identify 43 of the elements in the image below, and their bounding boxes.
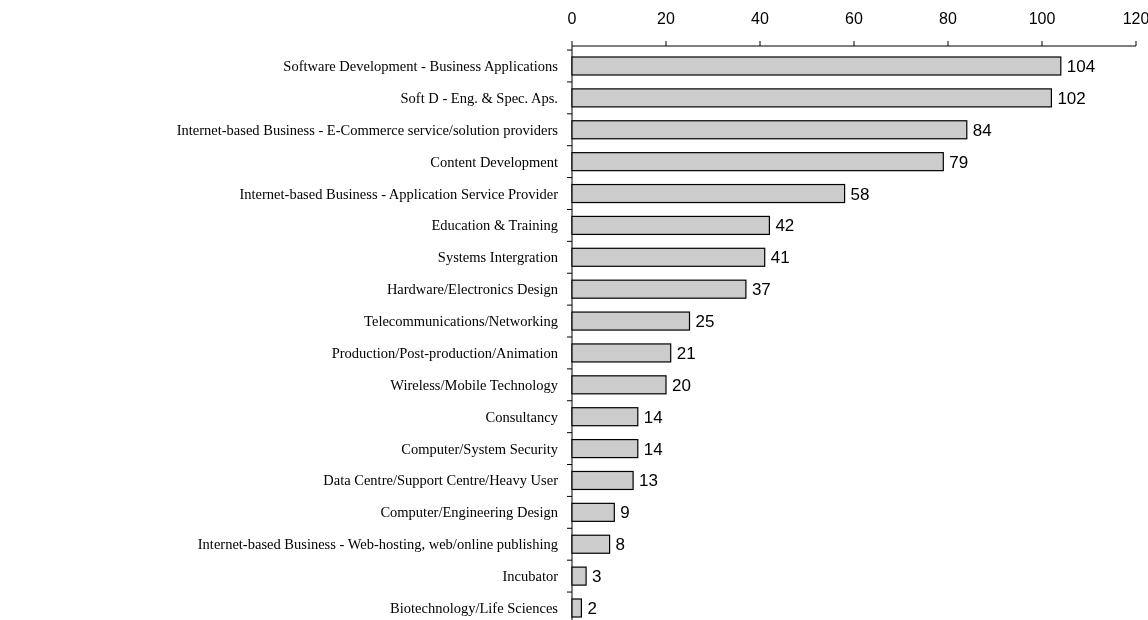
x-tick-label: 20: [657, 10, 675, 27]
x-tick-label: 40: [751, 10, 769, 27]
data-label: 42: [775, 216, 795, 236]
x-tick-label: 100: [1028, 10, 1056, 27]
data-label: 2: [587, 599, 597, 618]
data-label: 14: [643, 439, 663, 459]
data-label: 41: [770, 248, 790, 268]
y-tick-label: Hardware/Electronics Design: [386, 281, 559, 298]
data-label: 79: [949, 152, 969, 172]
y-tick-label: Education & Training: [431, 217, 558, 234]
y-tick-label: Wireless/Mobile Technology: [390, 376, 559, 393]
data-label: 8: [615, 535, 626, 555]
x-tick-label: 80: [939, 10, 957, 27]
data-label: 3: [592, 567, 602, 587]
data-label: 104: [1066, 57, 1096, 76]
data-label: 25: [695, 312, 715, 332]
data-label: 13: [639, 471, 659, 491]
y-tick-label: Production/Post-production/Animation: [331, 344, 559, 361]
data-label: 37: [751, 280, 771, 300]
y-tick-label: Internet-based Business - Web-hosting, web/online publishing: [197, 536, 558, 553]
y-tick-label: Software Development - Business Applications: [283, 58, 559, 74]
data-label: 21: [676, 343, 696, 363]
y-tick-label: Incubator: [502, 568, 559, 585]
y-tick-label: Computer/Engineering Design: [380, 504, 559, 521]
y-tick-label: Consultancy: [485, 408, 559, 425]
x-tick-label: 120: [1122, 10, 1148, 27]
y-tick-label: Internet-based Business - E-Commerce service/solution providers: [176, 121, 559, 138]
y-tick-label: Computer/System Security: [401, 440, 559, 457]
x-tick-label: 60: [845, 10, 863, 27]
y-tick-label: Internet-based Business - Application Service Provider: [239, 185, 559, 202]
data-label: 9: [620, 503, 630, 523]
x-tick-label: 0: [567, 10, 577, 27]
y-tick-label: Telecommunications/Networking: [364, 313, 558, 330]
y-tick-label: Content Development: [430, 153, 558, 170]
y-tick-label: Biotechnology/Life Sciences: [390, 600, 559, 616]
y-tick-label: Soft D - Eng. & Spec. Aps.: [400, 89, 558, 106]
data-label: 58: [850, 184, 870, 204]
data-label: 84: [972, 120, 992, 140]
y-tick-label: Data Centre/Support Centre/Heavy User: [323, 472, 559, 489]
data-label: 14: [643, 407, 663, 427]
data-label: 20: [672, 375, 691, 395]
y-tick-label: Systems Intergration: [437, 249, 559, 266]
data-label: 102: [1057, 88, 1086, 108]
